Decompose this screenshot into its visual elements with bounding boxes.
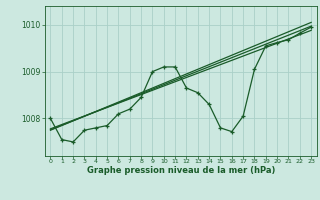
X-axis label: Graphe pression niveau de la mer (hPa): Graphe pression niveau de la mer (hPa) <box>87 166 275 175</box>
